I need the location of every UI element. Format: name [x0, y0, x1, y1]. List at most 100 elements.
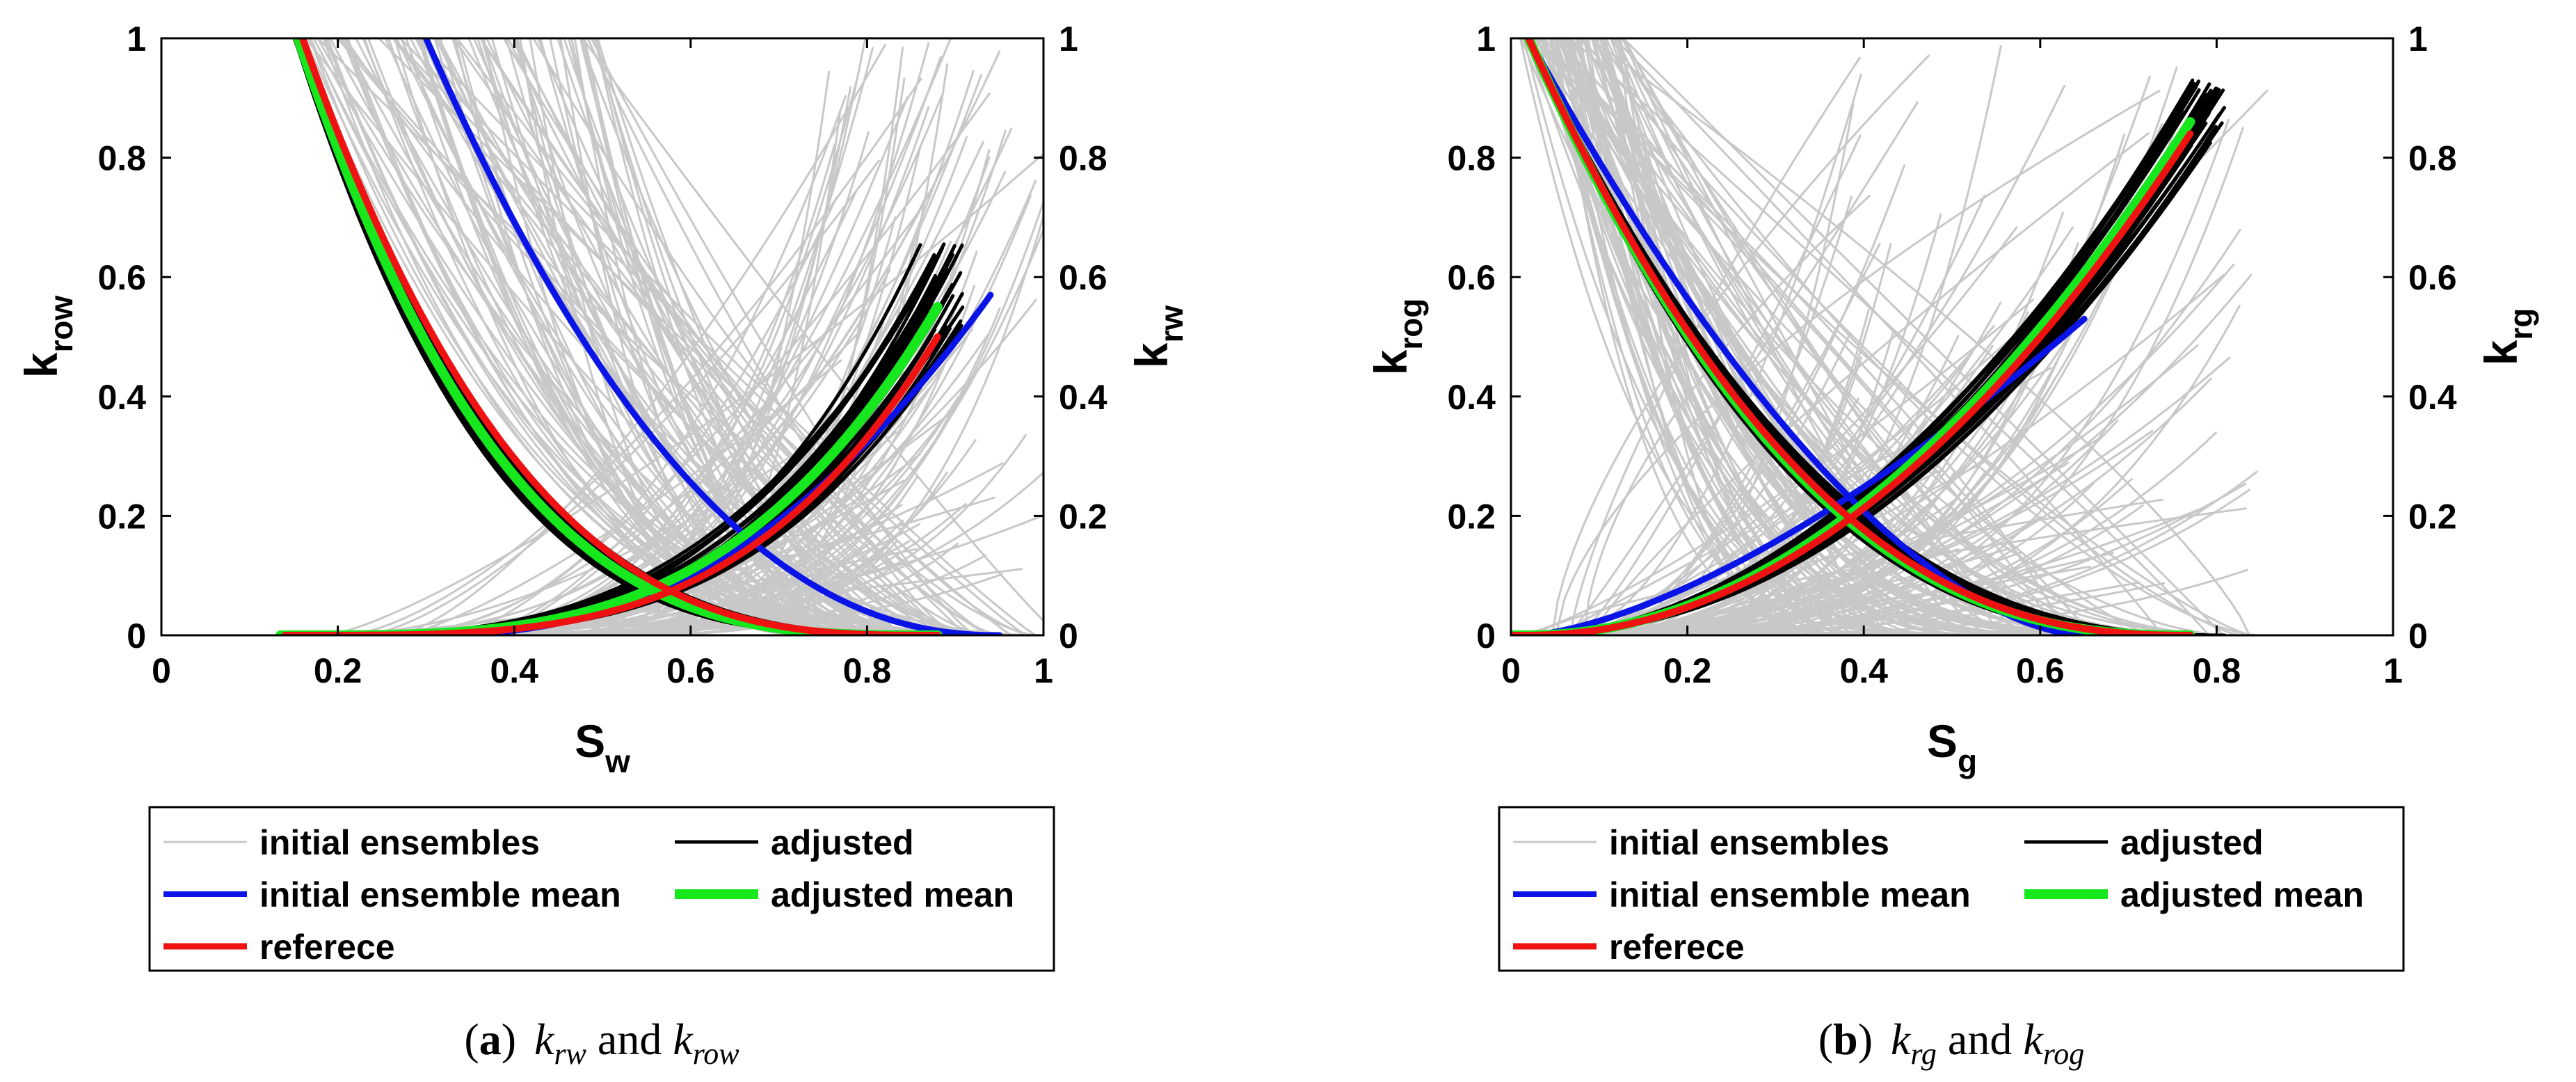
initial-ensemble-line — [590, 38, 977, 635]
y-tick-label-right: 0.2 — [2408, 497, 2457, 536]
legend-label-initial: initial ensembles — [259, 823, 540, 862]
initial-ensemble-line — [392, 38, 968, 635]
y-axis-label-left: krog — [1365, 299, 1429, 376]
y-tick-label-right: 0.8 — [1059, 139, 1107, 178]
plot-area — [1511, 38, 2269, 635]
panel-b: 0 0.2 0.4 0.6 0.8 10 00.2 0.20.4 0.40.6 0.60.8 0.8… — [1365, 19, 2539, 1071]
initial-ensemble-line — [1525, 38, 1977, 635]
legend-label-initial: initial ensembles — [1609, 823, 1889, 862]
y-tick-label-right: 1 — [1059, 19, 1078, 58]
initial-ensemble-line — [456, 38, 991, 635]
legend-label-adjusted: adjusted — [771, 823, 914, 862]
legend-box — [148, 806, 1055, 972]
initial-ensemble-line — [1536, 38, 2058, 635]
y-tick-label-right: 0.2 — [1059, 497, 1107, 536]
y-tick-label-left: 0.2 — [97, 497, 146, 536]
y-tick-label-left: 1 — [1476, 19, 1496, 58]
axes-box — [1510, 37, 2394, 637]
reference-line — [1511, 130, 2194, 635]
y-tick-label-left: 0.4 — [1447, 378, 1496, 417]
x-tick-label: 0.4 — [490, 651, 538, 690]
legend-label-initial-mean: initial ensemble mean — [1609, 875, 1971, 914]
x-tick-label: 0 — [1501, 651, 1521, 690]
x-tick-label: 0.6 — [2016, 651, 2065, 690]
legend-label-adjusted: adjusted — [2120, 823, 2264, 862]
initial-ensemble-line — [1567, 38, 1919, 635]
panel-a: 0 0.2 0.4 0.6 0.8 10 00.2 0.20.4 0.40.6 0.60.8 0.8… — [15, 19, 1190, 1071]
y-tick-label-left: 0 — [1476, 616, 1496, 655]
initial-ensemble-line — [305, 38, 870, 635]
legend-label-reference: referece — [1609, 928, 1745, 966]
x-tick-label: 0.2 — [314, 651, 362, 690]
x-tick-label: 0.2 — [1663, 651, 1712, 690]
legend-box — [1498, 806, 2405, 972]
x-axis-label: Sg — [1927, 715, 1977, 779]
y-tick-label-left: 0.8 — [97, 139, 146, 178]
y-tick-label-left: 0.2 — [1447, 497, 1496, 536]
y-tick-label-right: 0 — [2408, 616, 2428, 655]
legend: initial ensembles adjusted initial ensembl… — [148, 806, 1055, 972]
initial-ensemble-line — [400, 38, 842, 635]
y-tick-label-right: 0.8 — [2408, 139, 2457, 178]
y-tick-label-left: 0.6 — [1447, 258, 1496, 297]
initial-ensemble-line — [438, 38, 1001, 635]
initial-ensemble-line — [481, 38, 911, 635]
y-tick-label-right: 0.4 — [2408, 378, 2457, 417]
initial-ensemble-line — [1569, 56, 1861, 635]
initial-ensemble-line — [1519, 299, 2034, 635]
initial-ensemble-line — [400, 359, 842, 635]
initial-ensemble-mean-line — [422, 38, 1003, 635]
initial-ensemble-line — [1589, 38, 2251, 635]
initial-ensemble-line — [405, 333, 859, 635]
initial-ensemble-line — [590, 439, 977, 635]
x-tick-label: 0 — [152, 651, 171, 690]
initial-ensemble-line — [393, 38, 920, 635]
plot-area — [275, 38, 1043, 635]
x-tick-label: 0.4 — [1839, 651, 1888, 690]
reference-line — [1525, 38, 2194, 635]
panel-caption: (b) krg and krog — [1818, 1015, 2084, 1071]
y-axis-label-right: krw — [1126, 305, 1190, 369]
initial-ensemble-line — [1583, 194, 1871, 635]
initial-ensemble-line — [1534, 498, 2163, 635]
x-axis-label: Sw — [575, 715, 630, 779]
x-tick-label: 1 — [1034, 651, 1053, 690]
initial-ensemble-line — [328, 38, 836, 635]
initial-ensemble-line — [1551, 54, 1930, 635]
y-tick-label-right: 0.4 — [1059, 378, 1107, 417]
initial-ensemble-line — [515, 38, 885, 635]
legend-label-initial-mean: initial ensemble mean — [259, 875, 621, 914]
x-tick-label: 1 — [2383, 651, 2403, 690]
panel-caption: (a) krw and krow — [464, 1015, 739, 1071]
legend-label-adjusted-mean: adjusted mean — [2120, 875, 2364, 914]
initial-ensemble-line — [1562, 38, 1862, 635]
initial-ensemble-line — [479, 38, 955, 635]
legend-label-adjusted-mean: adjusted mean — [771, 875, 1014, 914]
initial-ensemble-line — [1622, 274, 2225, 635]
x-tick-label: 0.8 — [843, 651, 892, 690]
initial-ensemble-line — [452, 38, 952, 635]
y-tick-label-left: 0.4 — [97, 378, 146, 417]
initial-ensemble-line — [586, 38, 959, 635]
y-tick-label-right: 0.6 — [1059, 258, 1107, 297]
y-tick-label-right: 0.6 — [2408, 258, 2457, 297]
y-tick-label-left: 0 — [127, 616, 146, 655]
y-axis-label-right: krg — [2475, 308, 2539, 366]
y-tick-label-right: 0 — [1059, 616, 1078, 655]
legend: initial ensembles adjusted initial ensembl… — [1498, 806, 2405, 972]
y-tick-label-left: 1 — [127, 19, 146, 58]
initial-ensemble-line — [557, 38, 930, 635]
initial-ensemble-line — [1619, 38, 1881, 635]
y-tick-label-right: 1 — [2408, 19, 2428, 58]
legend-label-reference: referece — [259, 928, 395, 966]
initial-ensemble-line — [557, 387, 930, 635]
y-tick-label-left: 0.8 — [1447, 139, 1496, 178]
x-tick-label: 0.6 — [666, 651, 715, 690]
initial-ensemble-line — [1604, 194, 1986, 635]
initial-ensemble-line — [1580, 548, 1960, 635]
y-tick-label-left: 0.6 — [97, 258, 146, 297]
initial-ensemble-line — [1577, 134, 1862, 635]
y-axis-label-left: krow — [15, 296, 79, 379]
initial-ensemble-line — [1539, 356, 2231, 635]
